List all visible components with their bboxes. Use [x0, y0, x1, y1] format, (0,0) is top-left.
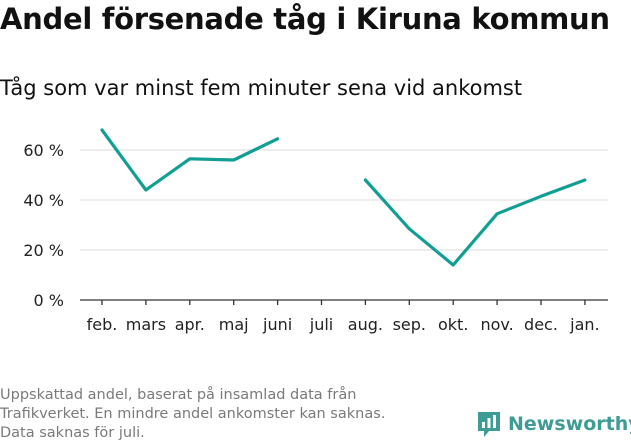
y-tick-label: 40 %: [23, 191, 64, 210]
x-tick-label: okt.: [438, 315, 468, 334]
x-tick-label: juni: [262, 315, 292, 334]
x-axis: [80, 299, 608, 305]
x-tick-label: feb.: [87, 315, 118, 334]
y-tick-label: 0 %: [34, 291, 64, 310]
footnote: Uppskattad andel, baserat på insamlad da…: [0, 386, 470, 443]
x-tick-label: mars: [126, 315, 166, 334]
series-line: [100, 128, 280, 192]
x-tick-label: aug.: [348, 315, 383, 334]
x-tick-label: sep.: [393, 315, 426, 334]
x-tick-label: maj: [219, 315, 249, 334]
x-tick-label: apr.: [175, 315, 205, 334]
x-tick-label: nov.: [480, 315, 513, 334]
y-tick-label: 60 %: [23, 141, 64, 160]
footnote-line-3: Data saknas för juli.: [0, 425, 145, 441]
chart-title: Andel försenade tåg i Kiruna kommun: [0, 2, 610, 36]
chart-subtitle: Tåg som var minst fem minuter sena vid a…: [0, 76, 523, 100]
x-tick-label: jan.: [569, 315, 599, 334]
series-lines: [100, 128, 587, 267]
y-tick-label: 20 %: [23, 241, 64, 260]
bar-chart-logo-icon: [478, 412, 500, 437]
logo-text: Newsworthy: [508, 413, 631, 435]
y-axis-labels: 0 % 20 % 40 % 60 %: [23, 141, 64, 310]
footnote-line-2: Trafikverket. En mindre andel ankomster …: [0, 406, 386, 422]
series-line: [363, 178, 587, 267]
x-tick-label: juli: [309, 315, 333, 334]
newsworthy-logo: Newsworthy: [476, 409, 631, 439]
gridlines: [80, 149, 608, 251]
x-tick-label: dec.: [524, 315, 558, 334]
line-chart: 0 % 20 % 40 % 60 % feb. mars apr. maj juni juli a…: [23, 128, 608, 334]
x-axis-labels: feb. mars apr. maj juni juli aug. sep. okt. nov. d…: [87, 315, 600, 334]
footnote-line-1: Uppskattad andel, baserat på insamlad da…: [0, 387, 357, 403]
